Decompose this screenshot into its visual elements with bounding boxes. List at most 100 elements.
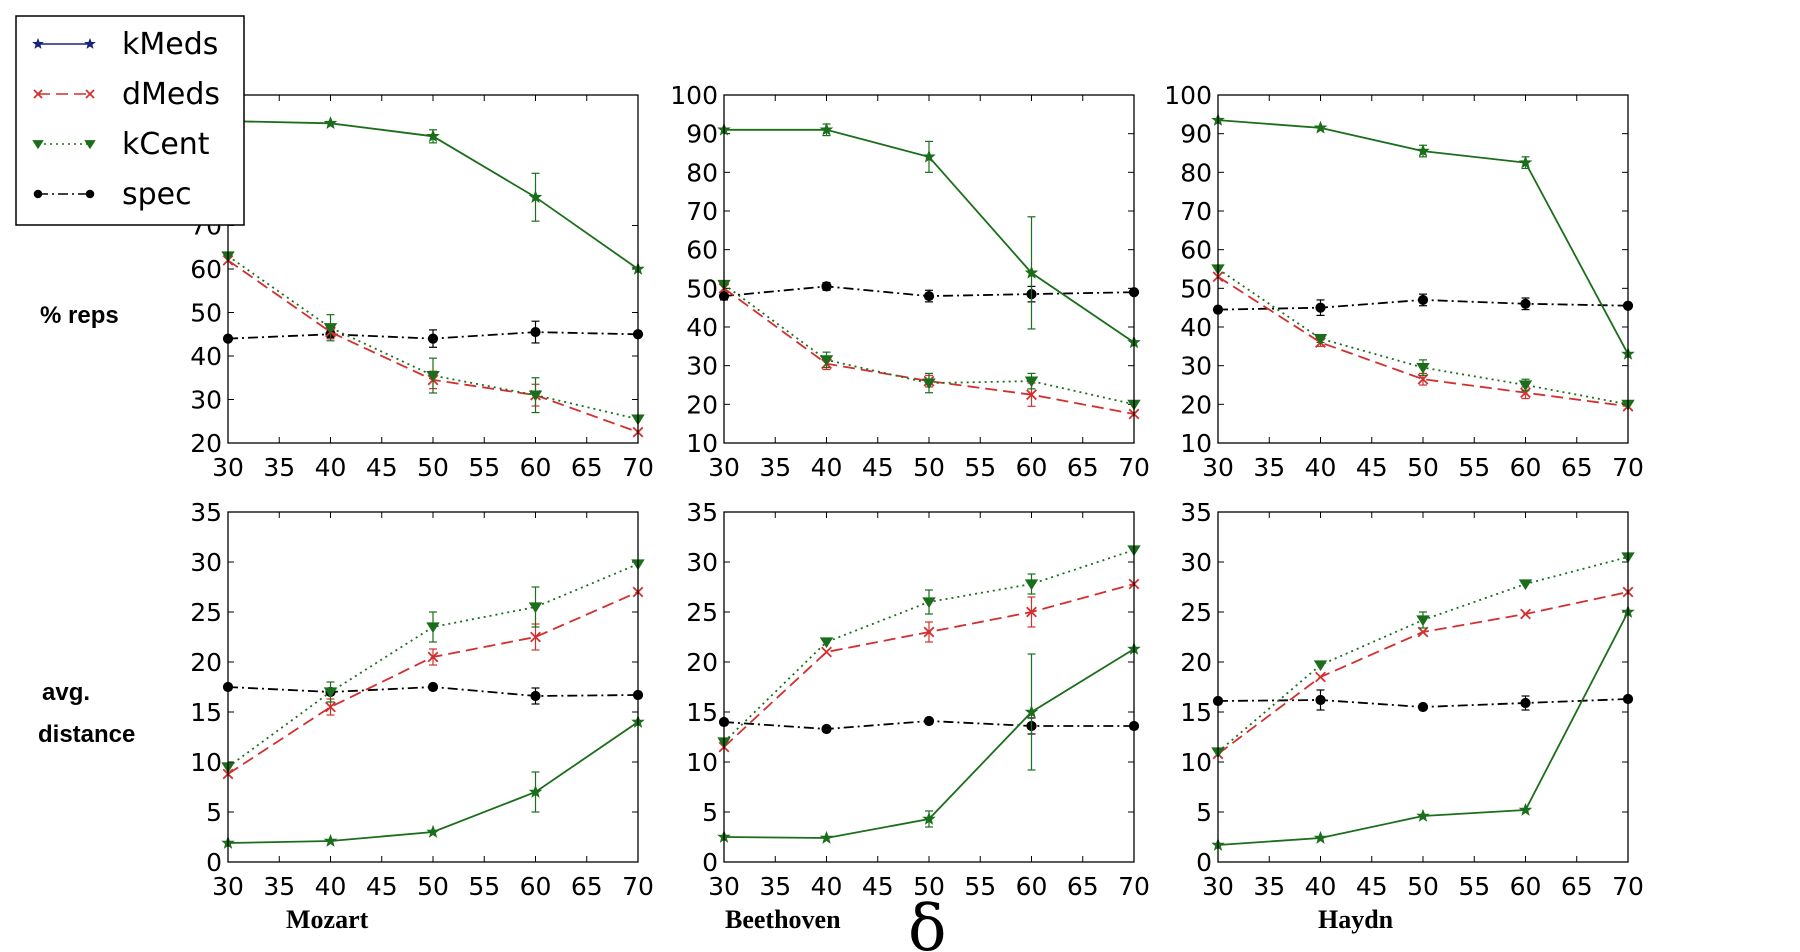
column-label-mozart: Mozart xyxy=(286,905,369,934)
x-tick-label: 55 xyxy=(1458,872,1490,901)
x-tick-label: 70 xyxy=(1612,453,1644,482)
data-point-spec xyxy=(530,690,541,702)
legend-marker-start xyxy=(32,140,44,150)
series-kCent xyxy=(717,545,1141,749)
data-point-dMeds xyxy=(325,701,336,713)
row-label-distance: distance xyxy=(38,721,135,748)
plot-frame xyxy=(227,94,639,444)
series-spec xyxy=(222,320,644,348)
legend-marker-end xyxy=(84,140,96,150)
data-point-kMeds xyxy=(922,149,936,163)
data-point-kCent xyxy=(1416,615,1430,627)
legend-item-spec: spec xyxy=(33,177,192,212)
x-tick-label: 55 xyxy=(1458,453,1490,482)
data-point-kCent xyxy=(922,597,936,609)
y-tick-label: 50 xyxy=(1180,274,1212,303)
x-tick-label: 30 xyxy=(1202,453,1234,482)
column-label-haydn: Haydn xyxy=(1318,905,1394,934)
data-point-dMeds xyxy=(1417,373,1429,385)
y-tick-label: 60 xyxy=(1180,236,1212,265)
data-point-kCent xyxy=(1518,380,1533,392)
y-tick-label: 25 xyxy=(686,598,718,627)
y-tick-label: 40 xyxy=(1180,313,1212,342)
x-tick-label: 55 xyxy=(964,872,996,901)
x-tick-label: 55 xyxy=(964,453,996,482)
data-point-spec xyxy=(427,681,439,693)
x-tick-label: 40 xyxy=(315,872,347,901)
legend-marker-start xyxy=(33,89,43,99)
x-tick-label: 55 xyxy=(468,872,500,901)
x-axis-delta-symbol: δ xyxy=(908,892,947,952)
legend-label-kMeds: kMeds xyxy=(122,27,218,62)
y-tick-label: 10 xyxy=(686,748,718,777)
data-point-dMeds xyxy=(1315,671,1326,683)
y-tick-label: 80 xyxy=(1180,158,1212,187)
x-tick-label: 45 xyxy=(1356,872,1388,901)
data-point-kCent xyxy=(1313,333,1328,345)
x-tick-label: 30 xyxy=(708,453,740,482)
data-point-spec xyxy=(1417,701,1429,713)
data-point-spec xyxy=(530,326,541,338)
x-tick-label: 60 xyxy=(1510,453,1542,482)
y-tick-label: 35 xyxy=(686,498,718,527)
x-tick-label: 50 xyxy=(913,872,945,901)
x-tick-label: 70 xyxy=(622,872,654,901)
legend-item-kMeds: kMeds xyxy=(32,27,218,62)
x-tick-label: 60 xyxy=(1510,872,1542,901)
series-kMeds xyxy=(221,714,645,849)
panel-reps-beethoven: 30 35 40 45 50 55 60 65 70 10 20 30 40 50 60 70 80 90 100 xyxy=(670,81,1150,482)
legend-label-dMeds: dMeds xyxy=(122,77,220,112)
data-point-kMeds xyxy=(323,116,338,130)
y-tick-label: 90 xyxy=(1180,120,1212,149)
y-tick-label: 25 xyxy=(1180,598,1212,627)
row-label-avg: avg. xyxy=(42,679,90,706)
y-tick-label: 60 xyxy=(190,255,222,284)
data-point-kCent xyxy=(426,370,440,382)
x-tick-label: 60 xyxy=(520,453,552,482)
series-spec xyxy=(718,715,1140,735)
x-tick-label: 50 xyxy=(1407,453,1439,482)
data-point-kMeds xyxy=(1416,143,1430,157)
y-tick-label: 35 xyxy=(190,498,222,527)
y-tick-label: 0 xyxy=(1196,848,1212,877)
x-tick-label: 30 xyxy=(1202,872,1234,901)
y-tick-label: 70 xyxy=(686,197,718,226)
y-tick-label: 50 xyxy=(190,299,222,328)
series-dMeds xyxy=(718,578,1140,753)
x-tick-label: 50 xyxy=(1407,872,1439,901)
data-point-spec xyxy=(1520,697,1531,709)
y-tick-label: 100 xyxy=(1164,81,1212,110)
data-point-dMeds xyxy=(427,651,439,663)
legend-label-spec: spec xyxy=(122,177,192,212)
x-tick-label: 40 xyxy=(811,872,843,901)
series-line-kCent xyxy=(227,563,639,768)
series-line-kCent xyxy=(723,283,1135,406)
data-point-kCent xyxy=(819,637,834,649)
series-kMeds xyxy=(1211,112,1635,360)
series-line-kMeds xyxy=(723,648,1135,839)
data-point-dMeds xyxy=(1520,387,1531,399)
panel-distance-haydn: 30 35 40 45 50 55 60 65 70 0 5 10 15 20 25 30 35 xyxy=(1180,498,1644,901)
y-tick-label: 0 xyxy=(702,848,718,877)
x-tick-label: 45 xyxy=(862,872,894,901)
x-tick-label: 70 xyxy=(1118,453,1150,482)
data-point-kMeds xyxy=(1518,155,1533,169)
data-point-kCent xyxy=(1416,362,1430,374)
y-tick-label: 0 xyxy=(206,848,222,877)
data-point-kMeds xyxy=(528,190,543,204)
data-point-kCent xyxy=(922,378,936,390)
y-tick-label: 10 xyxy=(190,748,222,777)
legend-marker-start xyxy=(32,37,44,49)
data-point-kMeds xyxy=(1024,265,1039,279)
data-point-kCent xyxy=(528,390,543,402)
x-tick-label: 35 xyxy=(1253,872,1285,901)
data-point-kMeds xyxy=(1024,704,1039,718)
series-kMeds xyxy=(221,113,645,275)
legend-item-dMeds: dMeds xyxy=(33,77,220,112)
y-tick-label: 10 xyxy=(1180,748,1212,777)
x-tick-label: 45 xyxy=(862,453,894,482)
y-tick-label: 15 xyxy=(1180,698,1212,727)
plot-frame xyxy=(1217,94,1629,444)
x-tick-label: 35 xyxy=(759,453,791,482)
